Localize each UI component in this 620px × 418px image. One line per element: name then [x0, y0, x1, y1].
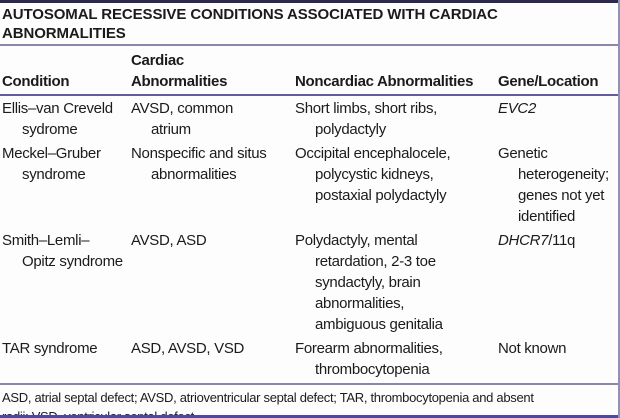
- cell-gene: Not known: [498, 336, 618, 381]
- cell-cardiac: ASD, AVSD, VSD: [131, 340, 245, 357]
- header-row: Condition Cardiac Abnormalities Noncardi…: [0, 46, 618, 96]
- table-row-ellis-van-creveld: Ellis–van Creveld sydrome AVSD, common a…: [0, 95, 618, 141]
- cell-gene: Genetic heterogeneity; genes not yet ide…: [498, 141, 618, 228]
- cell-noncardiac: Short limbs, short ribs, polydactyly: [295, 100, 438, 138]
- cell-condition: Smith–Lemli– Opitz syndrome: [2, 232, 123, 270]
- cell-noncardiac: Forearm abnormalities, thrombocytopenia: [295, 340, 443, 378]
- col-header-condition: Condition: [0, 46, 131, 96]
- cell-cardiac: AVSD, ASD: [131, 232, 207, 249]
- gene-symbol-regular: /11q: [548, 232, 576, 249]
- cell-noncardiac: Occipital encephalocele, polycystic kidn…: [295, 145, 451, 204]
- gene-symbol-regular: Genetic heterogeneity; genes not yet ide…: [498, 145, 609, 225]
- gene-symbol-regular: Not known: [498, 340, 567, 357]
- title-divider: [0, 44, 620, 46]
- gene-symbol-italic: EVC2: [498, 100, 536, 117]
- gene-symbol-italic: DHCR7: [498, 232, 549, 249]
- abbreviations-footnote: ASD, atrial septal defect; AVSD, atriove…: [2, 390, 534, 418]
- bottom-divider: [0, 415, 620, 418]
- col-header-gene-location: Gene/Location: [498, 46, 618, 96]
- top-divider: [0, 0, 620, 3]
- footnote-divider: [0, 383, 620, 385]
- cell-noncardiac: Polydactyly, mental retardation, 2-3 toe…: [295, 232, 443, 333]
- col-header-cardiac-abnormalities: Cardiac Abnormalities: [131, 46, 295, 96]
- cell-condition: TAR syndrome: [2, 340, 98, 357]
- cell-gene: DHCR7/11q: [498, 228, 618, 336]
- col-header-noncardiac-abnormalities: Noncardiac Abnormalities: [295, 46, 498, 96]
- table-row-meckel-gruber: Meckel–Gruber syndrome Nonspecific and s…: [0, 141, 618, 228]
- cell-cardiac: AVSD, common atrium: [131, 100, 233, 138]
- table-title: AUTOSOMAL RECESSIVE CONDITIONS ASSOCIATE…: [2, 6, 498, 42]
- table-row-tar-syndrome: TAR syndrome ASD, AVSD, VSD Forearm abno…: [0, 336, 618, 381]
- cell-condition: Meckel–Gruber syndrome: [2, 145, 101, 183]
- cell-condition: Ellis–van Creveld sydrome: [2, 100, 113, 138]
- cell-gene: EVC2: [498, 95, 618, 141]
- conditions-table: Condition Cardiac Abnormalities Noncardi…: [0, 46, 618, 381]
- cell-cardiac: Nonspecific and situs abnormalities: [131, 145, 267, 183]
- table-row-smith-lemli-opitz: Smith–Lemli– Opitz syndrome AVSD, ASD Po…: [0, 228, 618, 336]
- right-edge-rule: [618, 0, 620, 418]
